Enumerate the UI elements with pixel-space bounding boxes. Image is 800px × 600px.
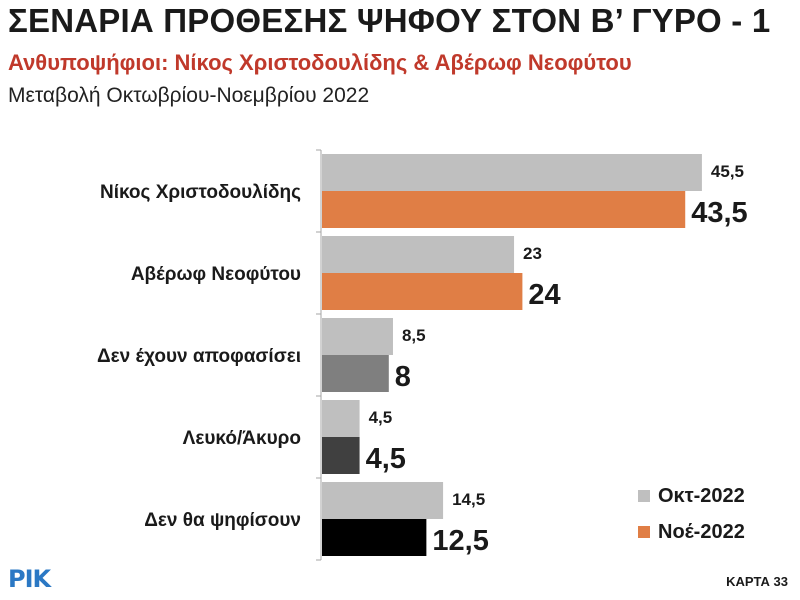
bar-nov bbox=[322, 191, 686, 228]
bar-nov bbox=[322, 519, 427, 556]
category-label: Δεν θα ψηφίσουν bbox=[144, 510, 301, 531]
bar-label-oct: 4,5 bbox=[369, 408, 393, 427]
legend-swatch-oct bbox=[638, 490, 650, 502]
legend-label-nov: Νοέ-2022 bbox=[658, 520, 745, 543]
bar-label-oct: 14,5 bbox=[452, 490, 485, 509]
ric-logo: ΡΙΚ bbox=[8, 565, 51, 593]
bar-oct bbox=[322, 482, 444, 519]
bar-label-nov: 8 bbox=[395, 361, 411, 393]
category-label: Αβέρωφ Νεοφύτου bbox=[131, 264, 301, 285]
bar-label-nov: 43,5 bbox=[691, 197, 747, 229]
legend-item-nov: Νοέ-2022 bbox=[638, 514, 745, 550]
bar-nov bbox=[322, 355, 389, 392]
bar-oct bbox=[322, 318, 393, 355]
bar-label-nov: 12,5 bbox=[432, 525, 488, 557]
category-label: Δεν έχουν αποφασίσει bbox=[97, 346, 301, 367]
chart-legend: Οκτ-2022 Νοέ-2022 bbox=[638, 478, 745, 550]
bar-oct bbox=[322, 154, 702, 191]
bar-label-oct: 45,5 bbox=[711, 162, 744, 181]
bar-oct bbox=[322, 236, 515, 273]
legend-item-oct: Οκτ-2022 bbox=[638, 478, 745, 514]
legend-swatch-nov bbox=[638, 526, 650, 538]
page-label: ΚΑΡΤΑ 33 bbox=[726, 574, 788, 589]
bar-nov bbox=[322, 273, 523, 310]
chart-title: ΣΕΝΑΡΙΑ ΠΡΟΘΕΣΗΣ ΨΗΦΟΥ ΣΤΟΝ Β’ ΓΥΡΟ - 1 bbox=[8, 2, 771, 39]
bar-oct bbox=[322, 400, 360, 437]
bar-label-nov: 4,5 bbox=[366, 443, 406, 475]
chart-subtitle: Ανθυποψήφιοι: Νίκος Χριστοδουλίδης & Αβέ… bbox=[8, 50, 632, 75]
bar-label-nov: 24 bbox=[528, 279, 560, 311]
chart-period: Μεταβολή Οκτωβρίου-Νοεμβρίου 2022 bbox=[8, 84, 370, 107]
category-label: Νίκος Χριστοδουλίδης bbox=[100, 182, 301, 203]
bar-label-oct: 8,5 bbox=[402, 326, 426, 345]
category-label: Λευκό/Άκυρο bbox=[183, 428, 301, 449]
bar-label-oct: 23 bbox=[523, 244, 542, 263]
legend-label-oct: Οκτ-2022 bbox=[658, 484, 745, 507]
bar-nov bbox=[322, 437, 360, 474]
